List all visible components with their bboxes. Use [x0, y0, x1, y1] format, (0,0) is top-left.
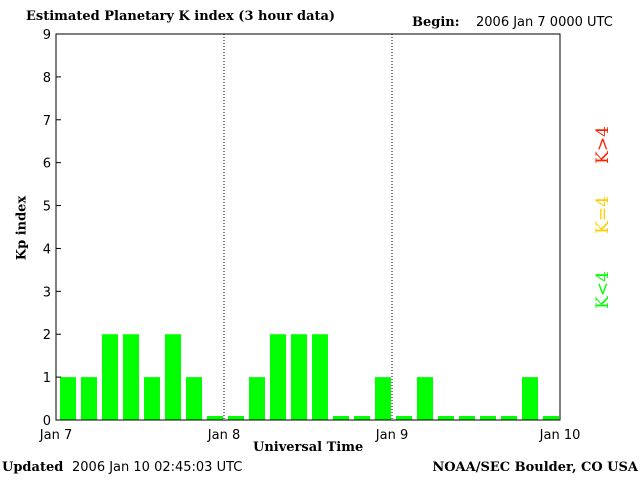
y-tick-label: 2	[43, 328, 51, 343]
chart-title: Estimated Planetary K index (3 hour data…	[26, 9, 336, 24]
axes-group	[55, 33, 561, 421]
kp-bar	[522, 377, 538, 420]
y-tick-label: 8	[43, 71, 51, 86]
kp-bar	[480, 416, 496, 420]
kp-bar	[207, 416, 223, 420]
updated-label: Updated	[2, 460, 64, 475]
legend-entry: K=4	[593, 196, 613, 234]
kp-bar	[417, 377, 433, 420]
x-tick-labels: Jan 7 Jan 8 Jan 9 Jan 10	[39, 428, 581, 443]
kp-bar	[123, 334, 139, 420]
y-tick-label: 0	[43, 414, 51, 429]
x-tick-label: Jan 9	[375, 428, 408, 443]
kp-bar	[228, 416, 244, 420]
plot-frame	[55, 33, 561, 421]
y-axis-label: Kp index	[14, 195, 30, 261]
kp-bar	[459, 416, 475, 420]
kp-bar	[81, 377, 97, 420]
y-tick-label: 6	[43, 157, 51, 172]
y-tick-label: 1	[43, 371, 51, 386]
kp-bar	[144, 377, 160, 420]
kp-bar	[354, 416, 370, 420]
y-tick-label: 5	[43, 200, 51, 215]
y-tick-label: 9	[43, 28, 51, 43]
organization-credit: NOAA/SEC Boulder, CO USA	[432, 460, 638, 475]
kp-bar	[501, 416, 517, 420]
kp-bar	[60, 377, 76, 420]
kp-bar	[102, 334, 118, 420]
kp-bar	[249, 377, 265, 420]
x-axis-label: Universal Time	[253, 440, 364, 455]
kp-bar	[291, 334, 307, 420]
y-tick-label: 7	[43, 114, 51, 129]
y-tick-label: 3	[43, 285, 51, 300]
x-tick-label: Jan 7	[39, 428, 72, 443]
kp-bar	[438, 416, 454, 420]
x-tick-label: Jan 8	[207, 428, 240, 443]
begin-value: 2006 Jan 7 0000 UTC	[476, 15, 613, 30]
legend-entry: K>4	[593, 126, 613, 164]
x-tick-label: Jan 10	[539, 428, 581, 443]
y-tick-label: 4	[43, 242, 51, 257]
kp-bar	[312, 334, 328, 420]
day-dividers	[223, 34, 393, 420]
kp-bar	[165, 334, 181, 420]
y-tick-labels: 0 1 2 3 4 5 6 7 8 9	[43, 28, 51, 429]
updated-value: 2006 Jan 10 02:45:03 UTC	[72, 460, 243, 475]
kp-bar	[396, 416, 412, 420]
legend-entry: K<4	[593, 271, 613, 309]
bars-group	[60, 334, 559, 420]
kp-bar	[333, 416, 349, 420]
kp-bar	[543, 416, 559, 420]
legend: K<4 K=4 K>4	[593, 126, 613, 309]
begin-label: Begin:	[412, 15, 460, 30]
kp-bar	[375, 377, 391, 420]
kp-bar	[186, 377, 202, 420]
kp-bar	[270, 334, 286, 420]
